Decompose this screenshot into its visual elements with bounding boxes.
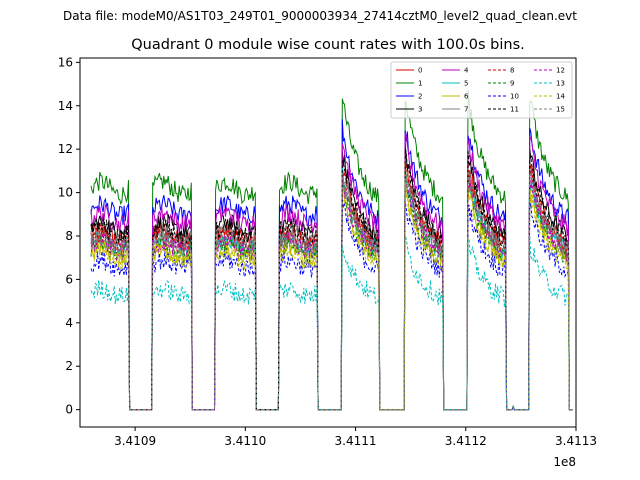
x-tick-label: 3.4113 <box>555 434 597 448</box>
x-axis: 3.4109 3.4110 3.4111 3.4112 3.4113 <box>114 427 597 448</box>
chart-suptitle: Data file: modeM0/AS1T03_249T01_90000039… <box>63 9 577 23</box>
legend-label-1: 1 <box>418 80 422 88</box>
plot-lines <box>90 89 573 411</box>
legend-label-0: 0 <box>418 67 422 75</box>
y-tick-label: 0 <box>65 403 73 417</box>
x-offset-label: 1e8 <box>553 455 576 469</box>
legend-label-12: 12 <box>556 67 565 75</box>
series-line-11 <box>90 148 573 411</box>
x-tick-label: 3.4109 <box>114 434 156 448</box>
y-tick-label: 6 <box>65 272 73 286</box>
plot-frame <box>79 57 577 428</box>
y-tick-label: 12 <box>58 142 73 156</box>
legend-label-6: 6 <box>464 93 469 101</box>
chart-title: Quadrant 0 module wise count rates with … <box>131 37 525 53</box>
y-tick-label: 14 <box>58 99 73 113</box>
x-tick-label: 3.4110 <box>224 434 266 448</box>
series-line-6 <box>90 180 573 411</box>
legend-label-14: 14 <box>556 93 565 101</box>
legend-label-4: 4 <box>464 67 469 75</box>
legend-label-5: 5 <box>464 80 468 88</box>
legend-label-11: 11 <box>510 106 519 114</box>
y-tick-label: 16 <box>58 55 73 69</box>
y-tick-label: 10 <box>58 186 73 200</box>
legend-label-10: 10 <box>510 93 519 101</box>
y-tick-label: 2 <box>65 359 73 373</box>
y-axis: 0 2 4 6 8 10 12 14 16 <box>58 55 80 417</box>
series-line-15 <box>90 168 573 411</box>
series-line-4 <box>90 132 573 411</box>
y-tick-label: 8 <box>65 229 73 243</box>
x-tick-label: 3.4111 <box>335 434 377 448</box>
x-tick-label: 3.4112 <box>445 434 487 448</box>
legend-box <box>390 61 573 119</box>
legend-label-9: 9 <box>510 80 514 88</box>
legend-label-15: 15 <box>556 106 565 114</box>
legend-label-2: 2 <box>418 93 422 101</box>
legend-label-13: 13 <box>556 80 565 88</box>
legend-label-7: 7 <box>464 106 468 114</box>
legend-label-8: 8 <box>510 67 514 75</box>
series-line-10 <box>90 198 573 411</box>
legend-label-3: 3 <box>418 106 422 114</box>
y-tick-label: 4 <box>65 316 73 330</box>
